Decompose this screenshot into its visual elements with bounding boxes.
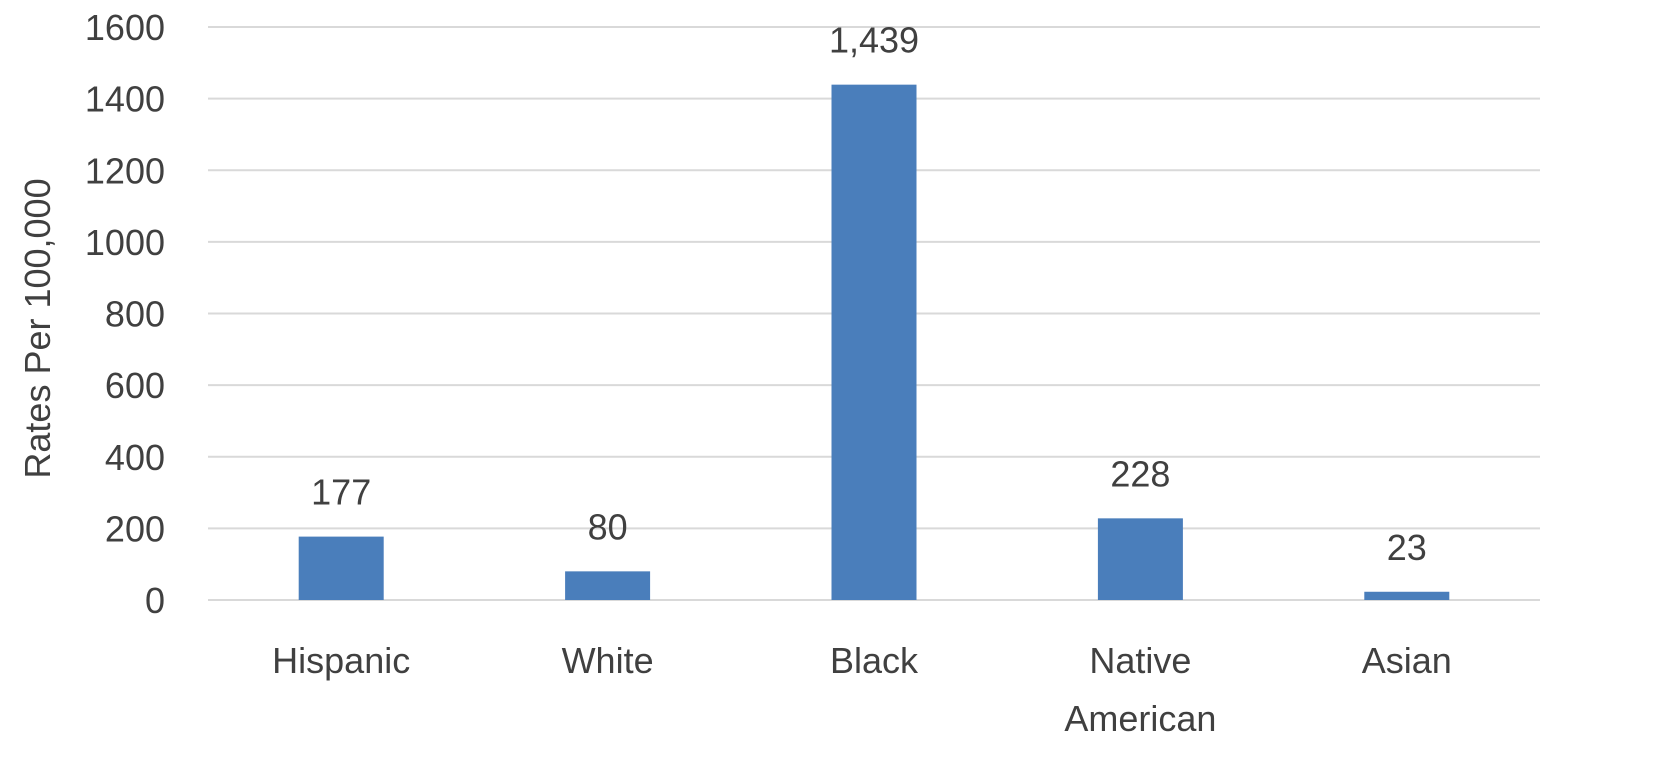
y-tick-label: 400 xyxy=(105,437,165,478)
bars xyxy=(298,84,1450,600)
bar xyxy=(565,571,651,600)
data-label: 1,439 xyxy=(829,20,919,61)
y-tick-label: 1600 xyxy=(85,7,165,48)
x-category-label: Hispanic xyxy=(272,640,410,681)
y-tick-label: 1400 xyxy=(85,79,165,120)
bar xyxy=(298,536,384,600)
data-label: 80 xyxy=(588,506,628,547)
y-axis-title: Rates Per 100,000 xyxy=(17,178,58,478)
y-axis-ticks: 0 200 400 600 800 1000 1200 1400 1600 xyxy=(85,7,165,621)
bar xyxy=(1364,591,1450,600)
y-tick-label: 600 xyxy=(105,365,165,406)
data-label: 23 xyxy=(1387,527,1427,568)
data-labels: 177 80 1,439 228 23 xyxy=(311,20,1427,568)
x-category-label: Native American xyxy=(1064,640,1216,739)
x-category-label: White xyxy=(562,640,654,681)
y-tick-label: 800 xyxy=(105,294,165,335)
y-tick-label: 1200 xyxy=(85,150,165,191)
bar xyxy=(1097,518,1183,600)
y-tick-label: 200 xyxy=(105,508,165,549)
x-category-label: Black xyxy=(830,640,919,681)
y-tick-label: 1000 xyxy=(85,222,165,263)
y-tick-label: 0 xyxy=(145,580,165,621)
data-label: 228 xyxy=(1110,453,1170,494)
bar xyxy=(831,84,917,600)
x-category-label: Asian xyxy=(1362,640,1452,681)
x-axis-categories: Hispanic White Black Native American Asian xyxy=(272,640,1452,739)
data-label: 177 xyxy=(311,472,371,513)
